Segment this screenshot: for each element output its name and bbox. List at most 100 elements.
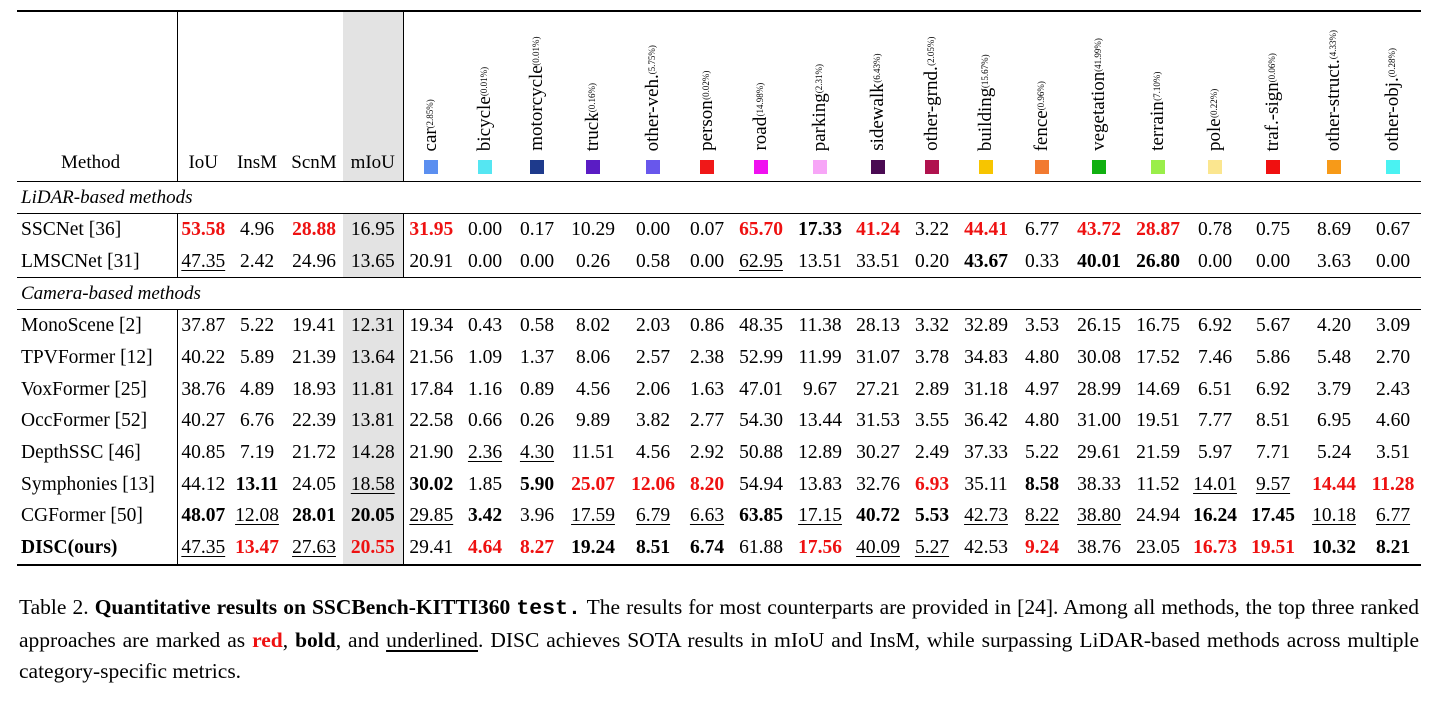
class-frequency: (2.85%) bbox=[425, 98, 436, 128]
table-cell: 26.80 bbox=[1129, 246, 1187, 278]
cell-value: 38.76 bbox=[181, 378, 226, 400]
cell-value: 6.77 bbox=[1024, 218, 1060, 240]
class-name: pole bbox=[1204, 118, 1225, 151]
table-cell: 2.77 bbox=[683, 405, 731, 437]
cell-value: 6.63 bbox=[689, 505, 725, 527]
cell-value: 3.78 bbox=[914, 346, 950, 368]
cell-value: 0.26 bbox=[519, 410, 555, 432]
cell-value: 2.70 bbox=[1375, 346, 1411, 368]
cell-value: 7.71 bbox=[1255, 441, 1291, 463]
cell-value: 18.93 bbox=[292, 378, 336, 400]
table-cell: 24.96 bbox=[285, 246, 343, 278]
table-cell: 8.69 bbox=[1303, 212, 1365, 246]
table-cell: 2.42 bbox=[229, 246, 285, 278]
cell-value: 5.27 bbox=[914, 537, 950, 559]
table-cell: 44.12 bbox=[177, 469, 229, 501]
cell-value: 20.91 bbox=[409, 250, 454, 272]
cell-value: 47.35 bbox=[181, 537, 226, 559]
table-cell: 13.64 bbox=[343, 342, 404, 374]
cell-value: 29.41 bbox=[409, 537, 454, 559]
table-cell: 10.18 bbox=[1303, 501, 1365, 533]
cell-value: 4.60 bbox=[1375, 410, 1411, 432]
table-cell: 13.44 bbox=[791, 405, 849, 437]
table-cell: 6.93 bbox=[907, 469, 957, 501]
class-name: building bbox=[975, 87, 996, 151]
table-cell: 24.94 bbox=[1129, 501, 1187, 533]
class-frequency: (2.05%) bbox=[926, 37, 936, 67]
cell-value: 0.86 bbox=[689, 315, 725, 337]
cell-value: 8.22 bbox=[1024, 505, 1060, 527]
table-row: VoxFormer [25] 38.76 4.89 18.93 11.81 17.84 1.… bbox=[17, 373, 1421, 406]
table-cell: 20.55 bbox=[343, 532, 404, 566]
table-caption: Table 2. Quantitative results on SSCBenc… bbox=[19, 592, 1419, 687]
table-row: Symphonies [13] 44.12 13.11 24.05 18.58 30.02… bbox=[17, 468, 1421, 501]
table-cell: 2.06 bbox=[623, 374, 683, 406]
table-cell: 3.32 bbox=[907, 309, 957, 343]
cell-value: 3.22 bbox=[914, 218, 950, 240]
caption-title-text: Quantitative results on SSCBench-KITTI36… bbox=[94, 595, 511, 619]
caption-text-2: . DISC achieves SOTA results in mIoU and… bbox=[19, 628, 1420, 683]
cell-value: 40.27 bbox=[181, 410, 226, 432]
table-cell: 16.24 bbox=[1187, 501, 1243, 533]
table-cell: 40.85 bbox=[177, 437, 229, 469]
table-cell: 47.35 bbox=[177, 532, 229, 566]
table-cell: 8.51 bbox=[623, 532, 683, 566]
table-cell: 3.22 bbox=[907, 212, 957, 246]
table-cell: 33.51 bbox=[849, 246, 907, 278]
cell-value: 1.85 bbox=[467, 473, 503, 495]
cell-value: 4.20 bbox=[1316, 315, 1352, 337]
cell-value: 0.75 bbox=[1255, 218, 1291, 240]
cell-value: 0.00 bbox=[467, 250, 503, 272]
table-row: LMSCNet [31] 47.35 2.42 24.96 13.65 20.91 0.00… bbox=[17, 245, 1421, 278]
table-cell: 38.76 bbox=[1069, 532, 1129, 566]
table-cell: 13.51 bbox=[791, 246, 849, 278]
class-frequency: (2.31%) bbox=[814, 63, 824, 93]
cell-value: 19.41 bbox=[292, 315, 336, 337]
table-cell: 14.01 bbox=[1187, 469, 1243, 501]
table-cell: 12.08 bbox=[229, 501, 285, 533]
table-cell: 6.79 bbox=[623, 501, 683, 533]
table-cell: 31.18 bbox=[957, 374, 1015, 406]
table-cell: 11.28 bbox=[1365, 469, 1421, 501]
method-name: SSCNet [36] bbox=[17, 212, 178, 246]
cell-value: 2.36 bbox=[467, 441, 503, 463]
cell-value: 8.20 bbox=[689, 473, 725, 495]
cell-value: 24.05 bbox=[292, 473, 336, 495]
class-color-swatch bbox=[813, 160, 827, 174]
class-header-other-grnd: other-grnd. (2.05%) bbox=[907, 10, 957, 182]
class-color-swatch bbox=[754, 160, 768, 174]
table-cell: 5.89 bbox=[229, 342, 285, 374]
table-cell: 0.89 bbox=[511, 374, 563, 406]
cell-value: 32.76 bbox=[856, 473, 900, 495]
class-header-traf-sign: traf.-sign (0.06%) bbox=[1243, 10, 1303, 182]
class-name: person bbox=[696, 100, 717, 151]
class-header-person: person (0.02%) bbox=[683, 10, 731, 182]
table-cell: 19.51 bbox=[1243, 532, 1303, 566]
table-cell: 18.58 bbox=[343, 468, 404, 501]
table-cell: 16.95 bbox=[343, 212, 404, 246]
table-cell: 0.00 bbox=[459, 212, 511, 246]
cell-value: 6.93 bbox=[914, 473, 950, 495]
table-cell: 4.80 bbox=[1015, 342, 1069, 374]
class-color-swatch bbox=[530, 160, 544, 174]
cell-value: 31.00 bbox=[1077, 410, 1121, 432]
table-cell: 62.95 bbox=[731, 246, 791, 278]
table-cell: 0.78 bbox=[1187, 212, 1243, 246]
cell-value: 5.22 bbox=[239, 315, 275, 337]
table-cell: 31.07 bbox=[849, 342, 907, 374]
cell-value: 37.87 bbox=[181, 315, 226, 337]
class-color-swatch bbox=[1327, 160, 1341, 174]
cell-value: 0.20 bbox=[914, 250, 950, 272]
table-cell: 11.99 bbox=[791, 342, 849, 374]
table-cell: 27.63 bbox=[285, 532, 343, 566]
table-cell: 44.41 bbox=[957, 212, 1015, 246]
table-cell: 43.67 bbox=[957, 246, 1015, 278]
cell-value: 61.88 bbox=[739, 537, 783, 559]
table-cell: 37.87 bbox=[177, 309, 229, 343]
class-name: fence bbox=[1031, 109, 1052, 151]
cell-value: 7.46 bbox=[1197, 346, 1233, 368]
table-cell: 3.78 bbox=[907, 342, 957, 374]
table-cell: 50.88 bbox=[731, 437, 791, 469]
cell-value: 5.24 bbox=[1316, 441, 1352, 463]
table-cell: 21.72 bbox=[285, 437, 343, 469]
